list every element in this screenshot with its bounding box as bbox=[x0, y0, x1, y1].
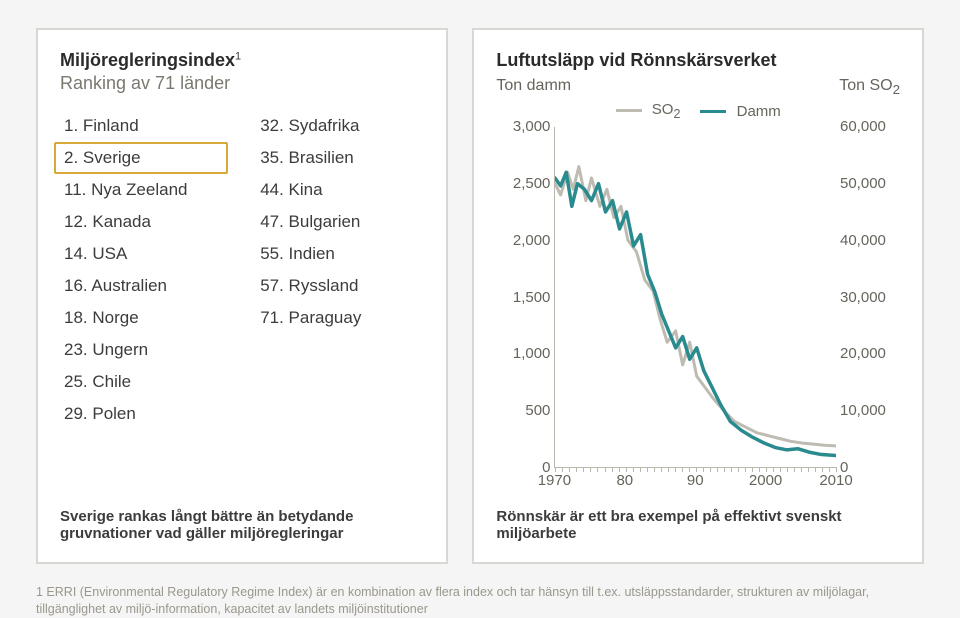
ranking-item: 16. Australien bbox=[60, 270, 228, 302]
chart-title: Luftutsläpp vid Rönnskärsverket bbox=[496, 50, 900, 71]
chart-desc-text: Rönnskär är ett bra exempel på effektivt… bbox=[496, 508, 841, 542]
ranking-item: 18. Norge bbox=[60, 302, 228, 334]
left-tick: 3,000 bbox=[496, 118, 550, 135]
left-axis-label: Ton damm bbox=[496, 77, 571, 97]
series-so2 bbox=[555, 167, 836, 446]
right-tick: 30,000 bbox=[840, 289, 900, 306]
x-tick: 1970 bbox=[538, 472, 571, 489]
x-tick: 80 bbox=[616, 472, 633, 489]
ranking-desc: Sverige rankas långt bättre än betydande… bbox=[60, 508, 424, 542]
page-root: Miljöregleringsindex1 Ranking av 71 länd… bbox=[36, 28, 924, 564]
chart-desc: Rönnskär är ett bra exempel på effektivt… bbox=[496, 508, 900, 542]
ranking-title-text: Miljöregleringsindex bbox=[60, 50, 235, 70]
chart-xticks: 1970809020002010 bbox=[554, 472, 836, 490]
ranking-item: 71. Paraguay bbox=[256, 302, 424, 334]
chart-plot bbox=[554, 127, 836, 468]
ranking-col-1: 1. Finland2. Sverige11. Nya Zeeland12. K… bbox=[60, 110, 228, 490]
ranking-item: 23. Ungern bbox=[60, 334, 228, 366]
chart-area: 3,00060,0002,50050,0002,00040,0001,50030… bbox=[496, 127, 900, 490]
ranking-columns: 1. Finland2. Sverige11. Nya Zeeland12. K… bbox=[60, 110, 424, 490]
ranking-item: 55. Indien bbox=[256, 238, 424, 270]
chart-svg bbox=[555, 127, 836, 467]
ranking-item: 12. Kanada bbox=[60, 206, 228, 238]
left-tick: 1,500 bbox=[496, 289, 550, 306]
ranking-item: 2. Sverige bbox=[54, 142, 228, 174]
ranking-col-2: 32. Sydafrika35. Brasilien44. Kina47. Bu… bbox=[256, 110, 424, 490]
ranking-item: 57. Ryssland bbox=[256, 270, 424, 302]
ranking-item: 47. Bulgarien bbox=[256, 206, 424, 238]
ranking-item: 32. Sydafrika bbox=[256, 110, 424, 142]
right-tick: 40,000 bbox=[840, 232, 900, 249]
ranking-item: 25. Chile bbox=[60, 366, 228, 398]
left-tick: 1,000 bbox=[496, 345, 550, 362]
x-tick: 2000 bbox=[749, 472, 782, 489]
x-tick: 90 bbox=[687, 472, 704, 489]
ranking-item: 29. Polen bbox=[60, 398, 228, 430]
right-tick: 50,000 bbox=[840, 175, 900, 192]
legend-swatch-damm bbox=[700, 110, 726, 113]
ranking-subtitle: Ranking av 71 länder bbox=[60, 73, 424, 94]
left-tick: 2,000 bbox=[496, 232, 550, 249]
ranking-item: 1. Finland bbox=[60, 110, 228, 142]
ranking-item: 14. USA bbox=[60, 238, 228, 270]
axis-labels-row: Ton damm Ton SO2 bbox=[496, 77, 900, 97]
x-tick: 2010 bbox=[819, 472, 852, 489]
ranking-title: Miljöregleringsindex1 bbox=[60, 50, 424, 71]
right-tick: 10,000 bbox=[840, 402, 900, 419]
ranking-panel: Miljöregleringsindex1 Ranking av 71 länd… bbox=[36, 28, 448, 564]
ranking-title-sup: 1 bbox=[235, 51, 241, 63]
footnote: 1 ERRI (Environmental Regulatory Regime … bbox=[36, 584, 916, 618]
right-tick: 20,000 bbox=[840, 345, 900, 362]
ranking-item: 35. Brasilien bbox=[256, 142, 424, 174]
series-damm bbox=[555, 172, 836, 455]
left-tick: 500 bbox=[496, 402, 550, 419]
ranking-item: 44. Kina bbox=[256, 174, 424, 206]
legend-item-damm: Damm bbox=[700, 103, 780, 120]
ranking-desc-text: Sverige rankas långt bättre än betydande… bbox=[60, 508, 353, 542]
chart-panel: Luftutsläpp vid Rönnskärsverket Ton damm… bbox=[472, 28, 924, 564]
ranking-item: 11. Nya Zeeland bbox=[60, 174, 228, 206]
right-axis-label: Ton SO2 bbox=[839, 77, 900, 97]
right-tick: 60,000 bbox=[840, 118, 900, 135]
left-tick: 2,500 bbox=[496, 175, 550, 192]
legend-swatch-so2 bbox=[616, 109, 642, 112]
